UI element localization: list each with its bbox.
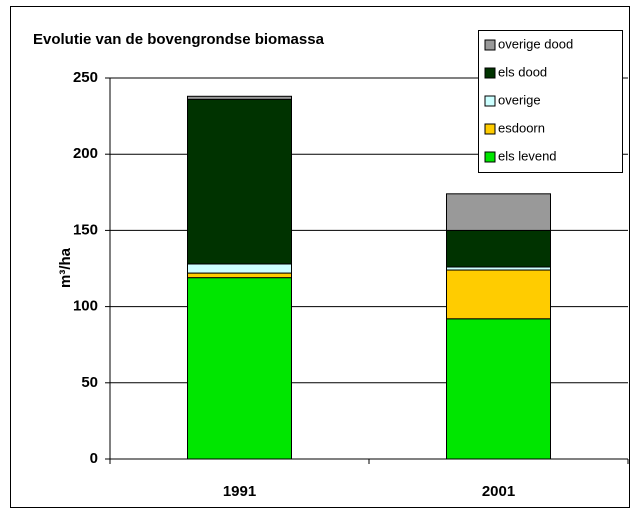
legend-label: overige dood	[498, 36, 573, 51]
bar-segment	[187, 263, 292, 274]
y-tick-label: 0	[90, 450, 98, 467]
legend-label: overige	[498, 92, 541, 107]
bar-segment	[187, 277, 292, 460]
bar-segment	[446, 229, 551, 268]
bar-segment	[446, 318, 551, 460]
legend-box	[478, 30, 623, 173]
legend-swatch	[484, 123, 496, 135]
y-tick-label: 100	[73, 298, 98, 315]
bar-segment	[187, 272, 292, 279]
legend-swatch	[484, 67, 496, 79]
y-axis-label: m³/ha	[57, 247, 74, 288]
x-tick-label: 2001	[482, 483, 515, 500]
legend-label: esdoorn	[498, 120, 545, 135]
bar-segment	[187, 95, 292, 100]
y-tick-label: 200	[73, 145, 98, 162]
bar-segment	[187, 98, 292, 265]
y-tick-label: 250	[73, 69, 98, 86]
legend-label: els levend	[498, 148, 557, 163]
legend-swatch	[484, 151, 496, 163]
x-tick-label: 1991	[223, 483, 256, 500]
legend-swatch	[484, 95, 496, 107]
chart-title: Evolutie van de bovengrondse biomassa	[33, 31, 325, 48]
bar-segment	[446, 193, 551, 231]
bar-segment	[446, 269, 551, 320]
y-tick-label: 150	[73, 221, 98, 238]
y-tick-label: 50	[81, 374, 98, 391]
legend-swatch	[484, 39, 496, 51]
legend-label: els dood	[498, 64, 547, 79]
